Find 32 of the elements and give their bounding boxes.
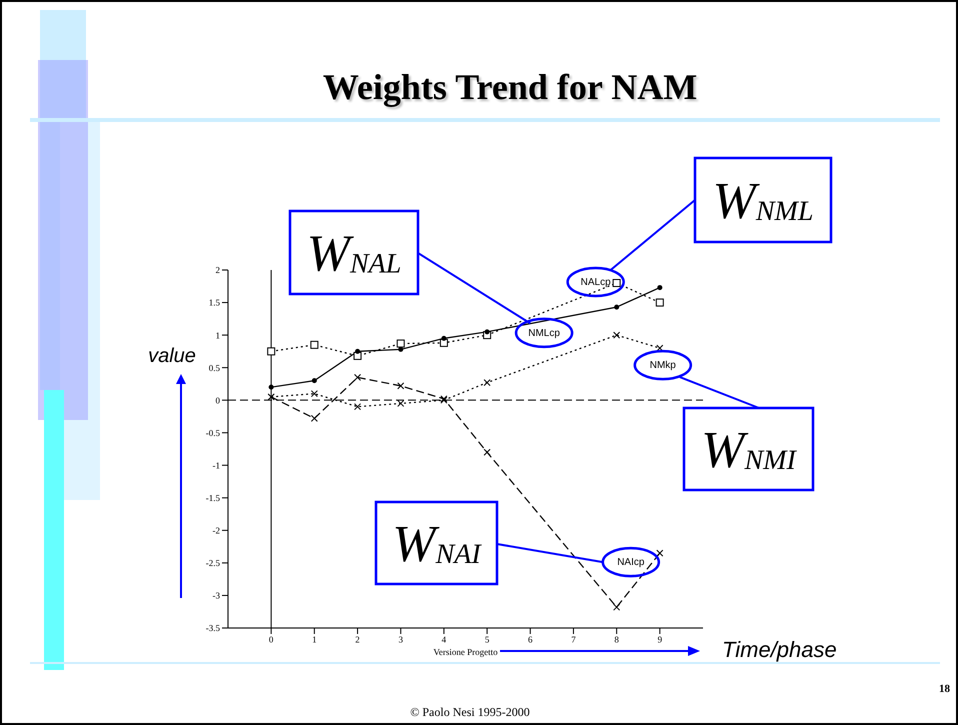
x-tick-label: 2 [355,634,360,644]
y-tick-label: -0.5 [206,428,220,438]
y-tick-label: -1 [212,460,220,470]
x-tick-label: 7 [571,634,576,644]
x-tick-label: 9 [658,634,663,644]
x-tick-label: 8 [614,634,620,644]
x-axis-title: Versione Progetto [433,647,498,657]
y-tick-label: -1.5 [206,493,220,504]
series-label: NMkp [650,360,676,372]
chart-title: Weights Trend for NAM [322,66,698,108]
text: Time/phase [722,637,837,662]
y-tick-label: -3.5 [206,623,220,634]
y-tick-label: 0 [216,395,220,406]
y-tick-label: -3 [212,590,220,601]
text: © Paolo Nesi 1995-2000 [410,705,530,719]
y-axis-title: value [148,345,196,367]
series-label: NALcp [580,277,612,288]
y-tick-label: 1.5 [208,298,220,308]
y-tick-label: 1 [216,330,220,340]
x-tick-label: 6 [528,634,534,644]
series-label: NAIcp [617,557,645,568]
y-tick-label: -2.5 [206,558,220,568]
x-tick-label: 0 [268,634,274,644]
y-tick-label: -2 [212,526,220,536]
x-tick-label: 3 [398,634,404,644]
y-tick-label: 0.5 [208,362,220,373]
series-label: NMLcp [528,328,560,339]
y-tick-label: 2 [216,265,220,276]
x-tick-label: 5 [484,634,490,644]
x-tick-label: 1 [312,634,317,644]
x-tick-label: 4 [442,634,447,644]
text: 18 [939,683,950,695]
